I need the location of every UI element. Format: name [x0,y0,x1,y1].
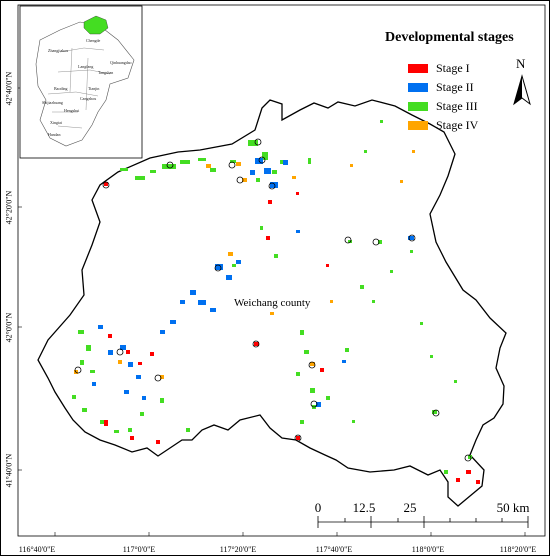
scale-bar [317,516,529,528]
legend-item: Stage III [408,98,478,113]
scale-label: 25 [403,500,417,515]
scale-label: 50 km [496,500,530,515]
latitude-label: 42°40'0"N [4,71,14,105]
inset-label: Chengde [86,38,101,43]
legend-label: Stage III [436,98,478,113]
stage-iv-patches [74,150,415,379]
stage-iii-patches [72,120,472,474]
longitude-label: 117°20'0"E [219,545,257,554]
legend-item: Stage I [408,60,470,75]
latitude-label: 42°0'0"N [4,312,14,342]
inset-label: Xingtai [50,120,62,125]
longitude-label: 118°0'0"E [411,545,445,554]
stage-i-patches [104,182,480,484]
legend-swatch-stage-ii [408,82,428,92]
inset-label: Hengshui [64,108,80,113]
county-boundary [37,99,507,507]
inset-label: Qinhuangdao [110,60,132,65]
map-frame [17,4,546,537]
latitude-label: 41°40'0"N [4,453,14,487]
longitude-label: 116°40'0"E [18,545,56,554]
legend-swatch-stage-iv [408,120,428,130]
inset-map [19,5,143,159]
inset-label: Baoding [54,86,68,91]
legend-label: Stage IV [436,117,479,132]
legend-swatch-stage-i [408,63,428,73]
longitude-label: 118°20'0"E [499,545,537,554]
scale-label: 12.5 [352,500,376,515]
latitude-label: 42°20'0"N [4,190,14,224]
legend-label: Stage II [436,79,474,94]
inset-label: Tianjin [88,86,100,91]
north-label: N [516,56,526,71]
highlight-circles [74,138,472,462]
inset-label: Langfang [78,64,94,69]
inset-label: Cangzhou [80,96,97,101]
inset-label: Tangshan [98,70,114,75]
county-label: Weichang county [234,297,311,309]
legend-item: Stage IV [408,117,479,132]
scale-label: 0 [314,500,322,515]
chengde-highlight [83,15,109,35]
legend-label: Stage I [436,60,470,75]
longitude-label: 117°0'0"E [122,545,156,554]
legend-swatch-stage-iii [408,101,428,111]
inset-label: Zhangjiakou [48,48,69,53]
longitude-label: 117°40'0"E [315,545,353,554]
inset-label: Handan [48,132,61,137]
legend-item: Stage II [408,79,474,94]
north-arrow-icon [513,74,531,106]
legend-title: Developmental stages [385,30,514,45]
inset-label: Shijiazhuang [42,100,63,105]
